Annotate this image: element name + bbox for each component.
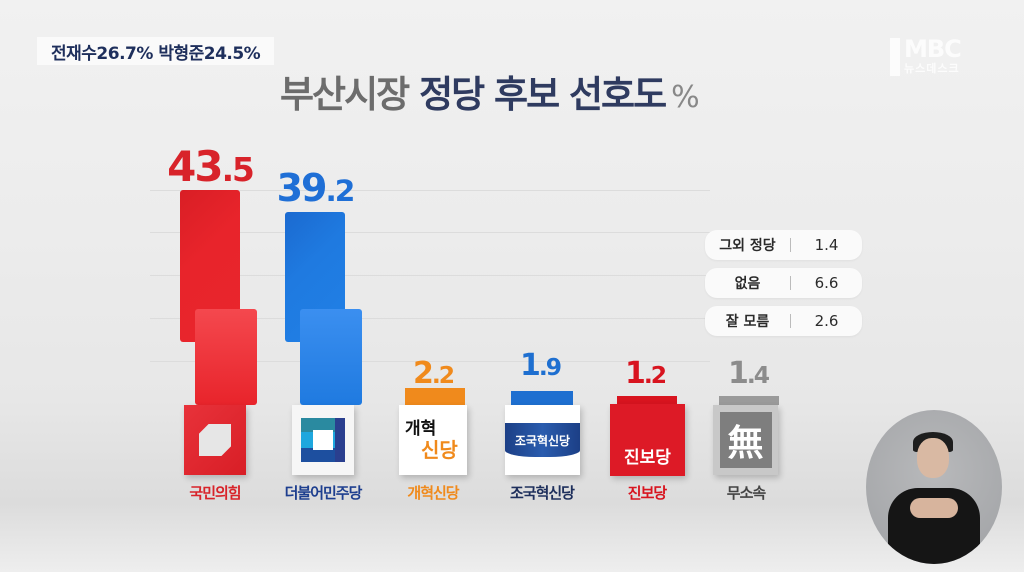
bar-independent — [719, 396, 779, 405]
ppp-icon — [199, 424, 231, 456]
party-name-dpk: 더불어민주당 — [284, 484, 363, 502]
party-name-rebuilding: 조국혁신당 — [509, 484, 575, 502]
value-label-reform: 2.2 — [412, 356, 455, 391]
grid-line — [150, 361, 710, 362]
logo-progressive: 진보당 — [610, 404, 685, 476]
program-name: 뉴스데스크 — [904, 62, 960, 75]
value-label-independent: 1.4 — [727, 356, 770, 391]
headline-caption: 전재수26.7% 박형준24.5% — [37, 37, 275, 65]
others-row-dont-know: 잘 모름 2.6 — [705, 306, 862, 336]
bar-reform — [405, 388, 465, 405]
value-label-rebuilding: 1.9 — [519, 348, 562, 383]
party-name-independent: 무소속 — [726, 484, 766, 502]
region-tag — [890, 38, 900, 76]
value-label-dpk: 39.2 — [276, 166, 356, 210]
bar-rebuilding — [511, 391, 573, 405]
logo-rebuilding: 조국혁신당 — [505, 405, 580, 475]
logo-ppp — [184, 405, 246, 475]
party-name-progressive: 진보당 — [627, 484, 667, 502]
bar-dpk-lower — [300, 309, 362, 405]
sign-language-interpreter — [866, 410, 1002, 564]
logo-dpk — [292, 405, 354, 475]
logo-independent: 無 — [713, 405, 778, 475]
value-label-ppp: 43.5 — [167, 142, 255, 191]
title-unit: % — [671, 80, 699, 115]
others-row-other-parties: 그외 정당 1.4 — [705, 230, 862, 260]
party-name-reform: 개혁신당 — [407, 484, 459, 502]
bar-progressive — [617, 396, 677, 405]
title-main: 정당 후보 선호도 — [419, 73, 667, 116]
others-row-none: 없음 6.6 — [705, 268, 862, 298]
grid-line — [150, 275, 710, 276]
grid-line — [150, 318, 710, 319]
grid-line — [150, 232, 710, 233]
party-name-ppp: 국민의힘 — [189, 484, 241, 502]
grid-line — [150, 190, 710, 191]
bar-ppp-lower — [195, 309, 257, 405]
title-region: 부산시장 — [280, 73, 410, 116]
chart-title: 부산시장 정당 후보 선호도% — [280, 64, 700, 118]
broadcaster-logo: MBC 뉴스데스크 — [890, 37, 962, 76]
dpk-icon — [301, 418, 345, 462]
value-label-progressive: 1.2 — [624, 356, 667, 391]
logo-reform: 개혁 신당 — [399, 405, 467, 475]
